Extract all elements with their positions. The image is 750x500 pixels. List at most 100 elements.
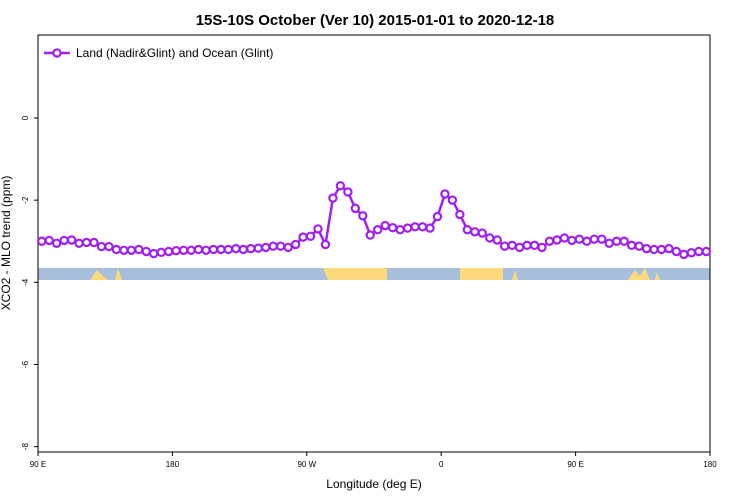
data-point <box>559 233 570 243</box>
data-point <box>380 220 390 231</box>
data-point <box>111 244 122 255</box>
data-point <box>283 242 293 253</box>
data-point <box>343 187 353 197</box>
data-point <box>156 247 166 258</box>
x-tick-label: 180 <box>166 460 180 469</box>
data-point <box>59 235 69 246</box>
data-point <box>126 245 137 255</box>
data-point <box>425 223 435 233</box>
data-point <box>552 235 562 245</box>
data-point <box>44 235 54 246</box>
data-point <box>298 232 308 242</box>
data-point <box>470 227 480 237</box>
legend-marker <box>52 48 62 58</box>
data-point <box>574 234 585 244</box>
data-point <box>492 235 502 245</box>
data-point <box>37 236 47 246</box>
data-point <box>305 231 316 242</box>
data-point <box>395 225 405 235</box>
data-point <box>275 241 286 251</box>
data-point <box>74 238 84 248</box>
y-tick-label: 0 <box>21 115 30 120</box>
data-point <box>358 211 368 221</box>
data-point <box>320 239 331 250</box>
data-point <box>567 235 577 246</box>
data-point <box>544 236 555 246</box>
data-point <box>119 245 129 255</box>
data-point <box>134 244 144 255</box>
data-point <box>582 236 592 246</box>
data-point <box>261 242 271 253</box>
data-point <box>238 244 249 255</box>
y-tick-label: -6 <box>21 360 30 368</box>
land-band <box>460 268 503 280</box>
data-point <box>649 244 659 255</box>
land-mask <box>38 268 710 280</box>
data-point <box>485 233 495 243</box>
data-point <box>634 241 644 251</box>
x-tick-label: 90 E <box>567 460 583 469</box>
data-point <box>149 248 159 259</box>
data-point <box>410 222 420 232</box>
chart-title: 15S-10S October (Ver 10) 2015-01-01 to 2… <box>196 12 555 29</box>
y-tick-label: -4 <box>21 278 30 286</box>
y-tick-label: -8 <box>21 443 30 451</box>
data-point <box>313 224 323 234</box>
data-point <box>365 230 375 240</box>
legend-label: Land (Nadir&Glint) and Ocean (Glint) <box>76 46 273 60</box>
x-tick-label: 0 <box>439 460 444 469</box>
data-point <box>462 225 473 235</box>
data-point <box>664 243 674 254</box>
data-point <box>51 238 62 248</box>
data-point <box>335 181 346 191</box>
land-band <box>323 268 328 280</box>
data-point <box>186 245 196 255</box>
data-point <box>328 193 338 203</box>
data-point <box>89 237 99 248</box>
data-point <box>104 241 114 252</box>
data-point <box>268 241 278 251</box>
data-point <box>253 243 263 253</box>
data-point <box>611 236 622 246</box>
data-point <box>641 243 652 254</box>
data-point <box>231 243 241 254</box>
y-axis-label: XCO2 - MLO trend (ppm) <box>0 176 13 311</box>
data-point <box>290 239 301 250</box>
data-point <box>223 244 234 255</box>
data-point <box>216 244 226 255</box>
data-point <box>522 240 532 251</box>
data-point <box>208 244 219 255</box>
data-point <box>686 248 697 258</box>
data-point <box>163 246 174 257</box>
data-point <box>350 203 361 214</box>
data-point <box>656 244 667 255</box>
data-point <box>440 189 450 199</box>
data-point <box>447 195 458 205</box>
data-point <box>81 237 92 248</box>
data-point <box>455 209 465 220</box>
data-point <box>373 225 383 235</box>
data-point <box>597 234 607 244</box>
data-point <box>626 240 637 251</box>
data-point <box>694 246 704 257</box>
data-point <box>604 238 614 248</box>
y-tick-label: -2 <box>21 196 30 204</box>
data-point <box>477 228 487 238</box>
data-point <box>246 243 256 254</box>
data-point <box>499 241 510 251</box>
data-point <box>701 246 711 257</box>
data-point <box>402 223 413 233</box>
data-point <box>537 242 547 253</box>
x-tick-label: 90 W <box>297 460 316 469</box>
data-point <box>514 242 525 253</box>
data-point <box>529 240 540 251</box>
data-point <box>432 211 443 222</box>
data-point <box>178 245 189 255</box>
data-point <box>141 246 151 257</box>
data-point <box>619 236 629 246</box>
land-band <box>328 268 387 280</box>
data-point <box>171 245 181 256</box>
data-point <box>96 241 107 252</box>
